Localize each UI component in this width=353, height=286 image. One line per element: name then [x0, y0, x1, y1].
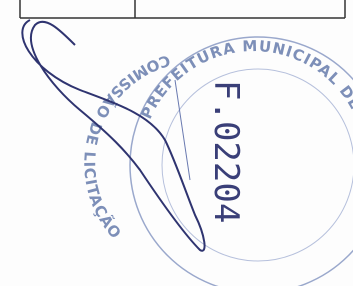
paper [0, 0, 353, 286]
page: PREFEITURA MUNICIPAL DE COMISSÃO DE LICI… [0, 0, 353, 286]
page-number: F.02204 [206, 80, 246, 223]
document-scan: PREFEITURA MUNICIPAL DE COMISSÃO DE LICI… [0, 0, 353, 286]
